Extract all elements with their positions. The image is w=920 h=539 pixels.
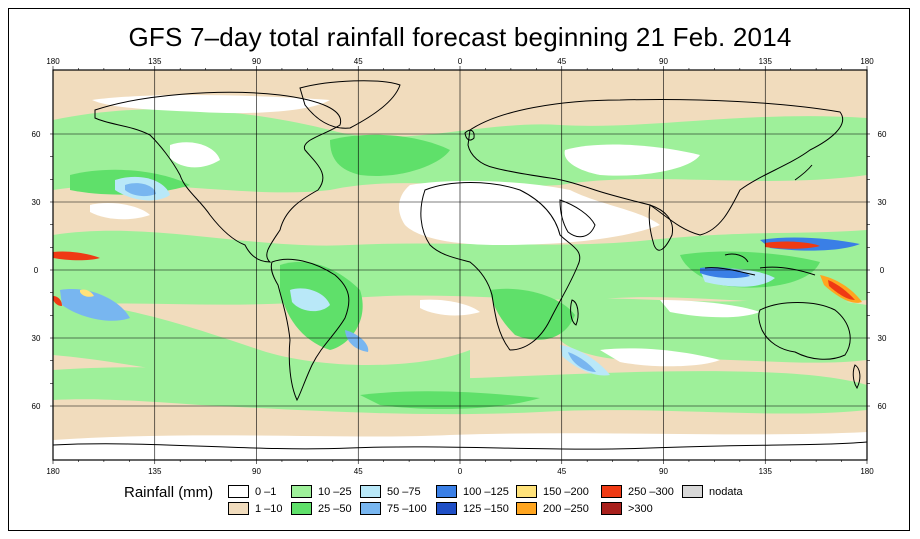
lon-tick-label-top: 180 [46, 57, 60, 66]
lon-tick-label-bottom: 0 [458, 467, 463, 476]
legend-item: 75 –100 [360, 501, 427, 516]
lat-tick-label-right: 30 [878, 198, 887, 207]
madagascar-outline [570, 299, 579, 326]
lat-tick-label-right: 30 [878, 334, 887, 343]
axis-tick-labels: 180 180 135 135 90 90 45 45 0 0 45 45 90 90 135 135 180 1… [32, 57, 887, 476]
legend-swatch [682, 485, 703, 498]
legend-label: 1 –10 [255, 502, 283, 515]
lon-tick-label-top: 90 [252, 57, 261, 66]
legend-item: 100 –125 [436, 484, 509, 499]
legend-label: 125 –150 [463, 502, 509, 515]
antarctica-outline [53, 441, 867, 450]
lon-tick-label-top: 90 [659, 57, 668, 66]
legend-swatch [291, 502, 312, 515]
rain-75-100-areas [60, 183, 596, 372]
legend-label: 150 –200 [543, 485, 589, 498]
legend-item: 250 –300 [601, 484, 674, 499]
lon-tick-label-bottom: 135 [759, 467, 773, 476]
lon-tick-label-bottom: 180 [46, 467, 60, 476]
lon-tick-label-top: 135 [148, 57, 162, 66]
legend-item: nodata [682, 484, 743, 499]
legend-item: 0 –1 [228, 484, 276, 499]
lon-tick-label-top: 0 [458, 57, 463, 66]
legend-swatch [516, 485, 537, 498]
legend-label: >300 [628, 502, 653, 515]
legend-swatch [601, 485, 622, 498]
legend-label: 0 –1 [255, 485, 277, 498]
legend-title: Rainfall (mm) [124, 484, 214, 501]
legend-swatch [228, 485, 249, 498]
legend-item: 150 –200 [516, 484, 589, 499]
legend-swatch [291, 485, 312, 498]
lon-tick-label-bottom: 90 [252, 467, 261, 476]
legend-swatch [360, 502, 381, 515]
lat-tick-label-right: 60 [878, 402, 887, 411]
south-america-outline [270, 258, 350, 402]
new-zealand-outline [852, 364, 861, 389]
lat-tick-label-left: 60 [32, 402, 41, 411]
greenland-outline [299, 80, 401, 129]
map-title: GFS 7–day total rainfall forecast beginn… [128, 22, 792, 52]
graticule [53, 70, 867, 460]
japan-outline [794, 164, 813, 181]
lat-tick-label-left: 0 [34, 266, 39, 275]
legend-item: 50 –75 [360, 484, 421, 499]
rain-heavy-areas [53, 241, 862, 306]
uk-outline [464, 129, 475, 141]
legend-swatch [360, 485, 381, 498]
legend-item: 200 –250 [516, 501, 589, 516]
lon-tick-label-bottom: 135 [148, 467, 162, 476]
lon-tick-label-top: 135 [759, 57, 773, 66]
figure-frame [8, 8, 910, 531]
legend-item: 125 –150 [436, 501, 509, 516]
legend-label: 200 –250 [543, 502, 589, 515]
lon-tick-label-bottom: 45 [354, 467, 363, 476]
legend-label: 25 –50 [318, 502, 352, 515]
legend-swatch [516, 502, 537, 515]
lat-tick-label-left: 60 [32, 130, 41, 139]
legend-item: >300 [601, 501, 653, 516]
lon-tick-label-top: 45 [557, 57, 566, 66]
legend-label: 250 –300 [628, 485, 674, 498]
lat-tick-label-left: 30 [32, 334, 41, 343]
legend-swatch [228, 502, 249, 515]
india-outline [648, 204, 674, 251]
lat-tick-label-left: 30 [32, 198, 41, 207]
lon-tick-label-top: 180 [860, 57, 874, 66]
lon-tick-label-top: 45 [354, 57, 363, 66]
africa-outline [420, 182, 581, 351]
lat-tick-label-right: 0 [880, 266, 885, 275]
lon-tick-label-bottom: 90 [659, 467, 668, 476]
map-ticks [50, 66, 870, 464]
legend-swatch [436, 502, 457, 515]
legend-label: 75 –100 [387, 502, 427, 515]
eurasia-outline [467, 99, 843, 236]
north-america-outline [94, 91, 342, 263]
lat-tick-label-right: 60 [878, 130, 887, 139]
legend-label: 10 –25 [318, 485, 352, 498]
legend-label: 50 –75 [387, 485, 421, 498]
legend-item: 10 –25 [291, 484, 352, 499]
lon-tick-label-bottom: 180 [860, 467, 874, 476]
legend-label: nodata [709, 485, 743, 498]
legend-item: 1 –10 [228, 501, 283, 516]
coastlines [53, 80, 867, 450]
australia-outline [758, 302, 851, 360]
legend-swatch [436, 485, 457, 498]
lon-tick-label-bottom: 45 [557, 467, 566, 476]
legend-label: 100 –125 [463, 485, 509, 498]
legend-swatch [601, 502, 622, 515]
legend-item: 25 –50 [291, 501, 352, 516]
